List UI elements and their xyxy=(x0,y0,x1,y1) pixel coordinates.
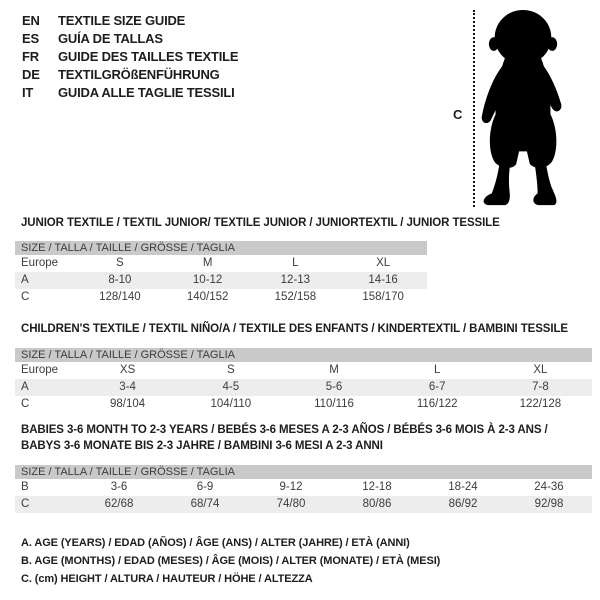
size-cell: 9-12 xyxy=(279,481,303,493)
size-cell: 110/116 xyxy=(314,398,354,410)
table-row: Europe S M L XL xyxy=(15,255,427,272)
language-code: FR xyxy=(22,49,39,64)
size-cell: 62/68 xyxy=(104,498,134,510)
size-cell: 140/152 xyxy=(186,291,229,303)
size-cell: 4-5 xyxy=(222,381,240,393)
table-row: B 3-6 6-9 9-12 12-18 18-24 24-36 xyxy=(15,479,592,496)
language-row-en: EN TEXTILE SIZE GUIDE xyxy=(22,12,238,30)
language-title: TEXTILE SIZE GUIDE xyxy=(58,13,186,28)
size-cell: 6-7 xyxy=(428,381,446,393)
table-row: Europe XS S M L XL xyxy=(15,362,592,379)
size-cell: XS xyxy=(119,364,136,376)
table-row: C 98/104 104/110 110/116 116/122 122/128 xyxy=(15,396,592,413)
height-marker-label: C xyxy=(453,107,463,122)
language-title-list: EN TEXTILE SIZE GUIDE ES GUÍA DE TALLAS … xyxy=(22,12,239,102)
table-row: C 128/140 140/152 152/158 158/170 xyxy=(15,289,427,306)
size-cell: 128/140 xyxy=(99,291,141,303)
section-title-babies-line2: BABYS 3-6 MONATE BIS 2-3 JAHRE / BAMBINI… xyxy=(21,440,383,452)
size-cell: M xyxy=(329,364,339,376)
section-title-children: CHILDREN'S TEXTILE / TEXTIL NIÑO/A / TEX… xyxy=(21,323,568,335)
language-title: GUIDE DES TAILLES TEXTILE xyxy=(58,49,239,64)
language-row-it: IT GUIDA ALLE TAGLIE TESSILI xyxy=(22,84,238,102)
size-cell: S xyxy=(226,364,235,376)
size-cell: L xyxy=(434,364,441,376)
size-cell: M xyxy=(202,257,213,269)
size-cell: L xyxy=(292,257,299,269)
size-cell: 12-18 xyxy=(362,481,392,493)
size-cell: 104/110 xyxy=(210,398,252,410)
size-cell: 74/80 xyxy=(276,498,306,510)
size-cell: S xyxy=(116,257,124,269)
language-row-fr: FR GUIDE DES TAILLES TEXTILE xyxy=(22,48,239,66)
babies-size-table: SIZE / TALLA / TAILLE / GRÖSSE / TAGLIA … xyxy=(15,465,592,513)
row-label: C xyxy=(21,291,30,303)
junior-size-table: SIZE / TALLA / TAILLE / GRÖSSE / TAGLIA … xyxy=(15,241,427,306)
size-cell: 116/122 xyxy=(416,398,458,410)
size-cell: 5-6 xyxy=(325,381,343,393)
language-code: DE xyxy=(22,67,40,82)
height-measure-line xyxy=(473,10,475,207)
size-cell: 80/86 xyxy=(362,498,392,510)
section-title-babies-line1: BABIES 3-6 MONTH TO 2-3 YEARS / BEBÉS 3-… xyxy=(21,424,548,436)
size-cell: 68/74 xyxy=(190,498,220,510)
size-cell: XL xyxy=(533,364,548,376)
size-cell: 8-10 xyxy=(108,274,132,286)
row-label: A xyxy=(21,381,29,393)
size-cell: 122/128 xyxy=(519,398,562,410)
size-cell: 24-36 xyxy=(534,481,564,493)
row-label: C xyxy=(21,498,30,510)
size-cell: 14-16 xyxy=(368,274,398,286)
size-cell: 152/158 xyxy=(274,291,317,303)
language-title: GUÍA DE TALLAS xyxy=(58,31,163,46)
size-header-bar: SIZE / TALLA / TAILLE / GRÖSSE / TAGLIA xyxy=(15,348,592,362)
size-cell: 98/104 xyxy=(110,398,146,410)
section-title-junior: JUNIOR TEXTILE / TEXTIL JUNIOR/ TEXTILE … xyxy=(21,217,500,229)
language-code: ES xyxy=(22,31,39,46)
size-cell: 12-13 xyxy=(280,274,311,286)
row-label: Europe xyxy=(21,257,59,269)
size-cell: 18-24 xyxy=(448,481,478,493)
size-cell: 3-6 xyxy=(110,481,128,493)
footnote-c: C. (cm) HEIGHT / ALTURA / HAUTEUR / HÖHE… xyxy=(21,573,313,585)
size-cell: 158/170 xyxy=(362,291,404,303)
size-cell: 3-4 xyxy=(119,381,136,393)
row-label: B xyxy=(21,481,29,493)
size-cell: 10-12 xyxy=(192,274,223,286)
language-row-es: ES GUÍA DE TALLAS xyxy=(22,30,238,48)
size-cell: 6-9 xyxy=(196,481,214,493)
size-header-bar: SIZE / TALLA / TAILLE / GRÖSSE / TAGLIA xyxy=(15,241,427,255)
size-cell: 7-8 xyxy=(532,381,549,393)
language-row-de: DE TEXTILGRÖßENFÜHRUNG xyxy=(22,66,238,84)
footnote-b: B. AGE (MONTHS) / EDAD (MESES) / ÂGE (MO… xyxy=(21,555,441,567)
size-cell: 86/92 xyxy=(448,498,478,510)
row-label: A xyxy=(21,274,29,286)
size-header-bar: SIZE / TALLA / TAILLE / GRÖSSE / TAGLIA xyxy=(15,465,592,479)
row-label: C xyxy=(21,398,30,410)
footnote-a: A. AGE (YEARS) / EDAD (AÑOS) / ÂGE (ANS)… xyxy=(21,537,410,549)
table-row: A 8-10 10-12 12-13 14-16 xyxy=(15,272,427,289)
row-label: Europe xyxy=(21,364,59,376)
size-cell: 92/98 xyxy=(534,498,564,510)
table-row: A 3-4 4-5 5-6 6-7 7-8 xyxy=(15,379,592,396)
children-size-table: SIZE / TALLA / TAILLE / GRÖSSE / TAGLIA … xyxy=(15,348,592,413)
language-code: IT xyxy=(22,85,34,100)
language-code: EN xyxy=(22,13,40,28)
language-title: TEXTILGRÖßENFÜHRUNG xyxy=(58,67,220,82)
language-title: GUIDA ALLE TAGLIE TESSILI xyxy=(58,85,235,100)
table-row: C 62/68 68/74 74/80 80/86 86/92 92/98 xyxy=(15,496,592,513)
toddler-silhouette-icon xyxy=(481,9,562,206)
size-cell: XL xyxy=(376,257,391,269)
